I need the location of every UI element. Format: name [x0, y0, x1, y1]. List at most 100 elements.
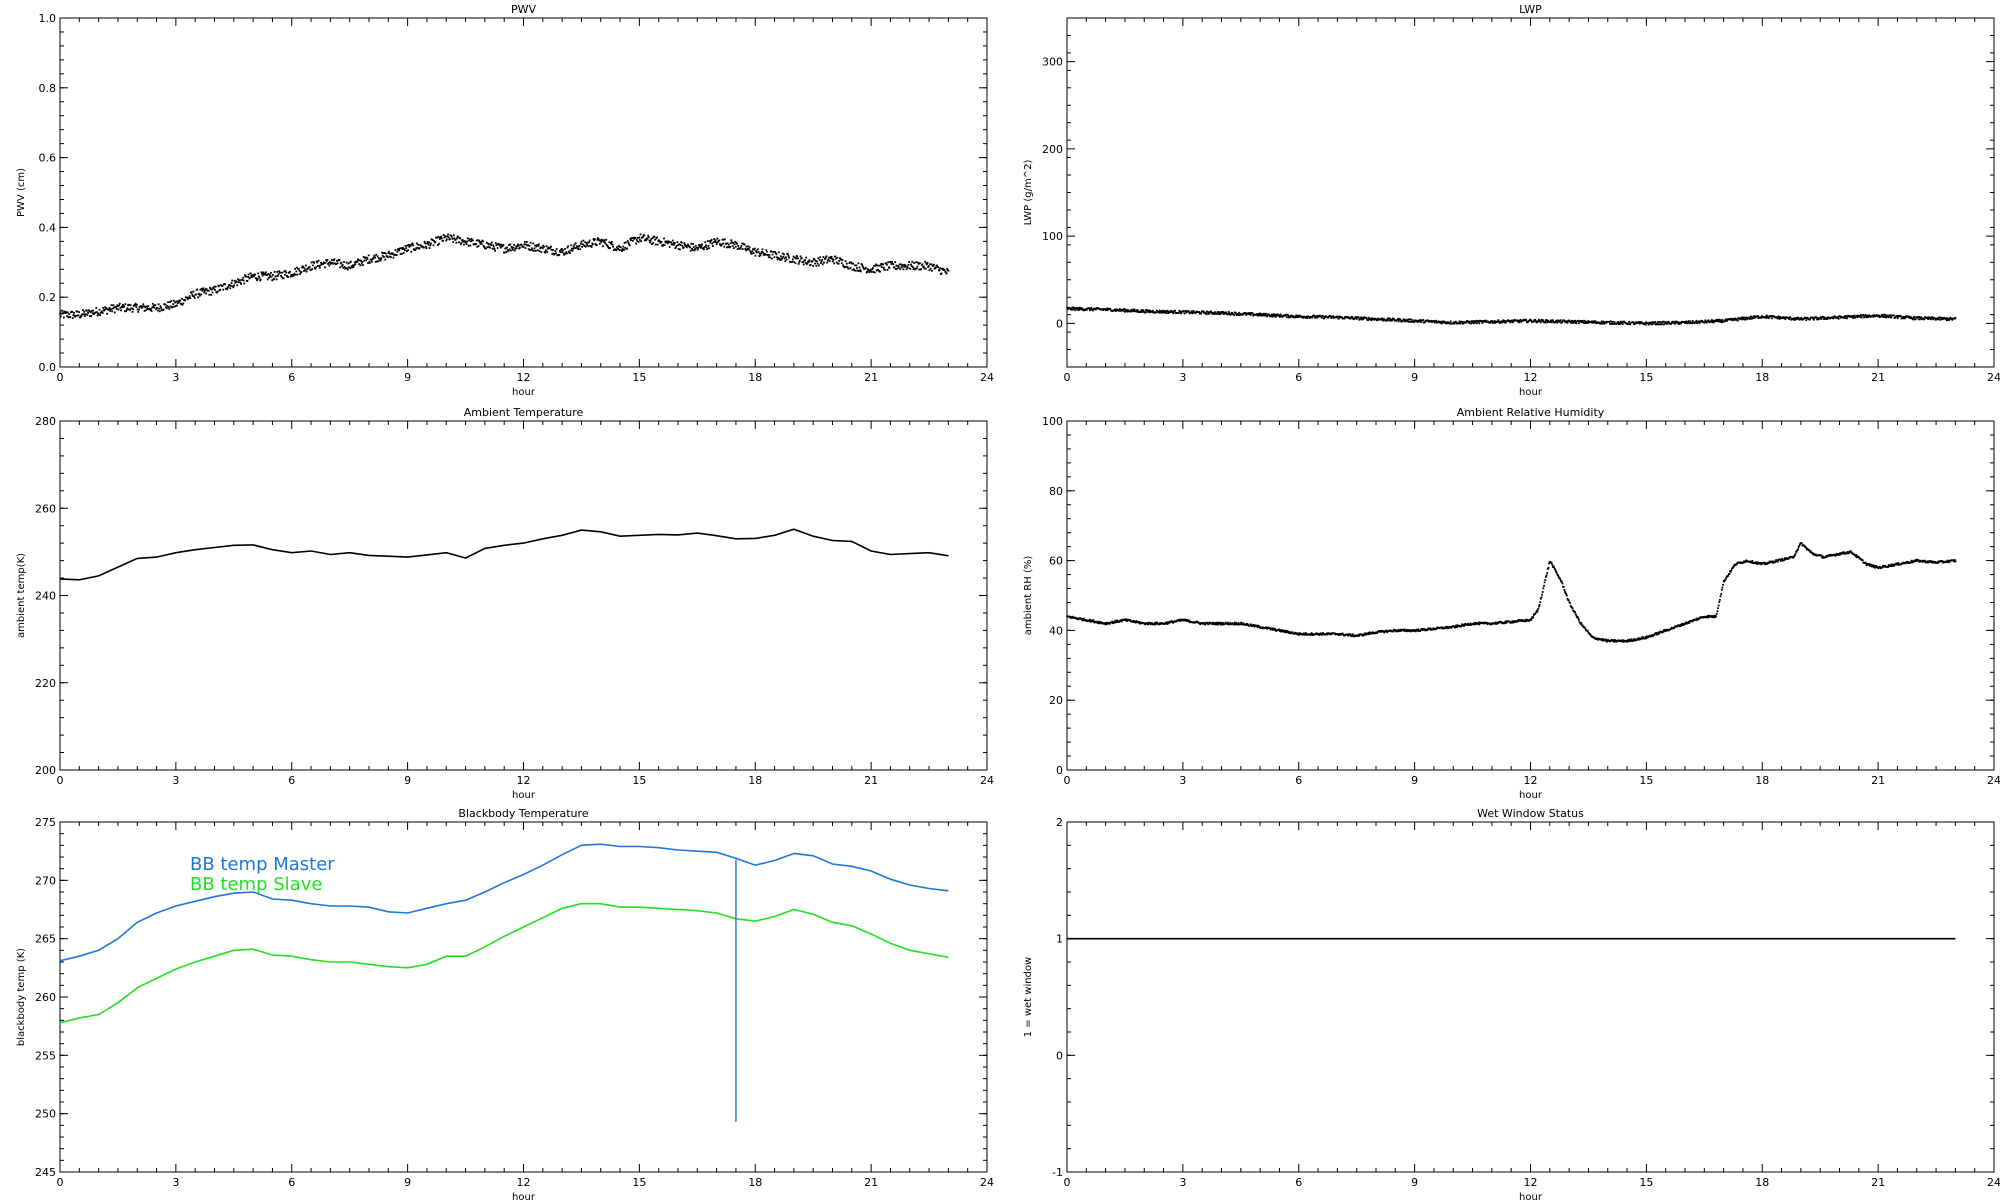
data-point [1771, 317, 1773, 320]
data-point [1429, 627, 1432, 630]
data-point [1941, 561, 1944, 564]
data-point [1294, 315, 1297, 318]
data-point [260, 271, 263, 274]
data-point [172, 303, 175, 306]
data-point [1520, 619, 1523, 622]
data-point [477, 239, 479, 242]
data-point [838, 257, 841, 260]
data-point [1417, 628, 1420, 631]
data-point [153, 306, 155, 309]
data-point [213, 285, 216, 288]
data-point [800, 257, 803, 260]
data-point [1144, 309, 1147, 312]
data-point [471, 239, 474, 242]
data-point [758, 255, 761, 258]
data-point [1590, 320, 1593, 323]
data-point [661, 245, 664, 247]
data-point [279, 271, 282, 274]
data-point [261, 272, 263, 275]
data-point [621, 250, 623, 252]
data-point [1873, 564, 1876, 567]
data-point [1839, 552, 1841, 555]
data-point [774, 251, 777, 253]
data-point [1883, 316, 1886, 319]
data-point [1760, 315, 1763, 318]
data-point [1912, 561, 1915, 563]
data-point [66, 315, 68, 318]
data-point [1286, 630, 1289, 633]
data-point [1516, 319, 1519, 322]
data-point [278, 270, 281, 273]
data-point [1803, 544, 1806, 547]
data-point [1619, 320, 1622, 323]
data-point [400, 253, 403, 255]
data-point [1764, 563, 1766, 566]
data-point [262, 271, 265, 274]
data-point [322, 263, 324, 265]
data-point [1314, 316, 1317, 319]
data-point [1228, 311, 1230, 313]
data-point [1854, 316, 1857, 319]
data-point [1572, 322, 1575, 324]
data-point [1480, 320, 1483, 322]
data-point [330, 259, 333, 261]
data-point [783, 257, 786, 260]
data-point [1628, 638, 1631, 641]
data-point [1088, 619, 1091, 622]
data-point [824, 258, 827, 260]
data-point [1814, 553, 1817, 556]
data-point [890, 263, 893, 265]
data-point [1105, 309, 1108, 312]
data-point [485, 247, 488, 250]
data-point [1652, 322, 1655, 325]
data-point [745, 245, 748, 248]
data-point [1239, 623, 1242, 626]
data-point [1788, 557, 1791, 560]
data-point [1899, 315, 1902, 318]
data-point [431, 239, 434, 242]
data-point [1247, 313, 1249, 315]
data-point [1559, 319, 1562, 322]
data-point [739, 247, 742, 250]
data-point [273, 278, 275, 280]
data-point [169, 305, 172, 308]
data-point [597, 238, 600, 240]
data-point [1442, 321, 1445, 324]
data-point [1594, 320, 1597, 323]
data-point [618, 244, 620, 247]
data-point [491, 247, 494, 250]
data-point [595, 244, 598, 247]
data-point [364, 256, 367, 259]
data-point [97, 313, 100, 316]
data-point [209, 288, 212, 290]
data-point [551, 249, 554, 251]
data-point [1854, 554, 1857, 557]
data-point [375, 253, 378, 256]
data-point [195, 293, 197, 296]
data-point [656, 236, 658, 239]
data-point [353, 261, 356, 264]
data-point [152, 305, 155, 307]
data-point [1797, 546, 1800, 549]
data-point [1316, 316, 1319, 319]
data-point [264, 271, 267, 274]
data-point [1443, 320, 1446, 323]
data-point [98, 308, 101, 311]
data-point [365, 259, 368, 262]
data-point [179, 299, 182, 302]
data-point [849, 266, 852, 269]
data-point [851, 262, 853, 265]
data-point [124, 303, 127, 306]
data-point [1365, 317, 1368, 320]
data-point [551, 253, 554, 255]
data-point [714, 239, 717, 242]
data-point [561, 250, 564, 253]
data-point [1249, 313, 1252, 316]
data-point [636, 240, 639, 242]
data-point [1219, 621, 1222, 624]
data-point [590, 246, 593, 248]
data-point [668, 246, 671, 249]
data-point [1782, 316, 1785, 318]
data-point [621, 248, 624, 250]
data-point [779, 259, 782, 261]
